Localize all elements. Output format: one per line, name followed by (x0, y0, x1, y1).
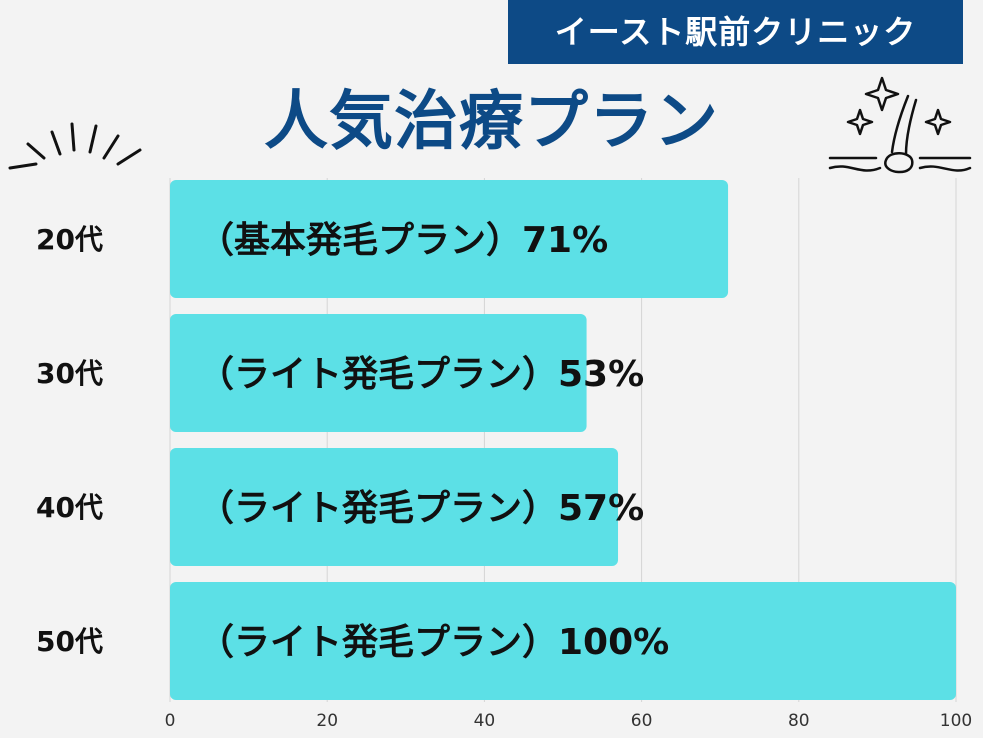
burst-lines-icon (8, 122, 142, 170)
x-tick-label: 60 (631, 711, 653, 731)
x-tick-label: 20 (316, 711, 338, 731)
clinic-name-banner: イースト駅前クリニック (508, 0, 963, 64)
x-tick-label: 100 (940, 711, 972, 731)
category-label: 20代 (36, 223, 103, 256)
bar-data-label: （基本発毛プラン）71% (198, 220, 608, 261)
hair-follicle-sparkle-icon (828, 76, 972, 174)
bar-50代 (170, 582, 956, 700)
category-label: 30代 (36, 357, 103, 390)
chart-title: 人気治療プラン (264, 85, 719, 159)
bar-labels: （基本発毛プラン）71% （ライト発毛プラン）53% （ライト発毛プラン）57% （ラ… (198, 220, 669, 663)
x-tick-label: 40 (474, 711, 496, 731)
category-labels: 20代 30代 40代 50代 (36, 223, 103, 658)
bars (170, 180, 956, 700)
x-tick-label: 0 (165, 711, 176, 731)
bar-30代 (170, 314, 587, 432)
bar-20代 (170, 180, 729, 298)
category-label: 50代 (36, 625, 103, 658)
category-label: 40代 (36, 491, 103, 524)
bar-data-label: （ライト発毛プラン）100% (198, 622, 669, 663)
bar-40代 (170, 448, 619, 566)
bar-data-label: （ライト発毛プラン）53% (198, 354, 644, 395)
x-tick-labels: 0 20 40 60 80 100 (165, 711, 973, 731)
x-tick-label: 80 (788, 711, 810, 731)
bar-data-label: （ライト発毛プラン）57% (198, 488, 644, 529)
